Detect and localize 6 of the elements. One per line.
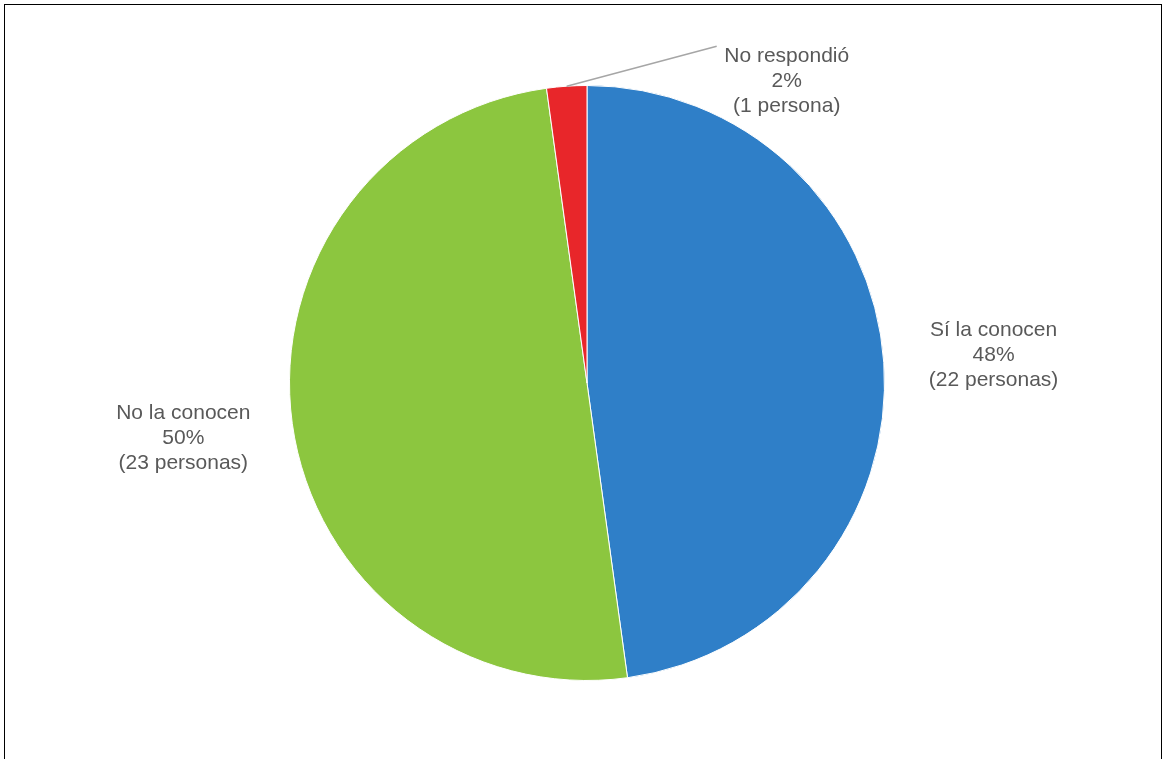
slice-label: Sí la conocen bbox=[929, 316, 1058, 340]
data-label: 48% (22 personas) bbox=[928, 341, 1059, 390]
data-label: 2% (1 persona) bbox=[733, 67, 841, 116]
slice-label: No respondió bbox=[724, 42, 850, 66]
slice-label: No la conocen bbox=[116, 400, 251, 424]
data-label: 50% (23 personas) bbox=[118, 425, 249, 474]
